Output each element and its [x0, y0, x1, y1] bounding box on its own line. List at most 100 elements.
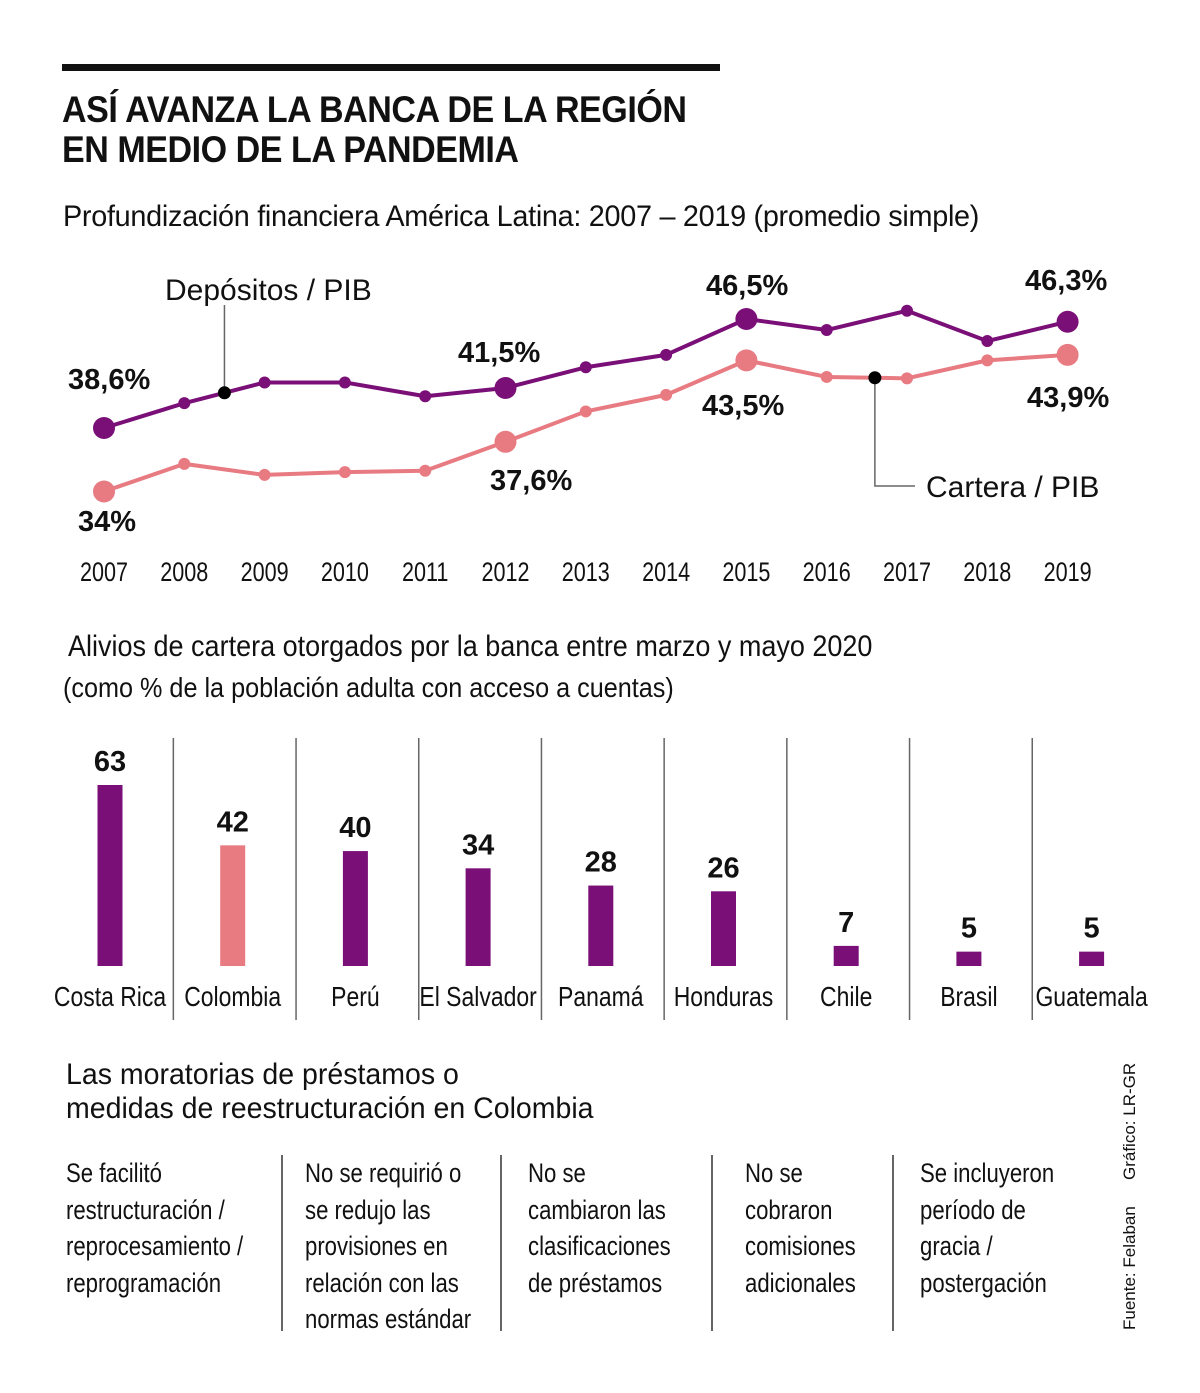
category-label: Colombia: [184, 982, 282, 1013]
data-point: [338, 376, 351, 389]
measure-item: Se incluyeron período de gracia / poster…: [920, 1158, 1055, 1298]
data-point: [93, 480, 115, 503]
column-divider: [500, 1155, 502, 1331]
bar-honduras: [711, 891, 736, 966]
bar-value-label: 40: [339, 812, 371, 844]
bar-value-label: 34: [462, 829, 494, 861]
line-chart-title: Profundización financiera América Latina…: [63, 200, 980, 233]
category-label: Costa Rica: [54, 982, 167, 1013]
measures-title-line1: Las moratorias de préstamos o: [66, 1058, 459, 1091]
bar-value-label: 7: [838, 907, 854, 939]
data-point: [1056, 310, 1079, 333]
bar-chile: [833, 945, 859, 966]
category-label: Honduras: [674, 982, 774, 1013]
x-tick-label: 2015: [722, 558, 770, 588]
x-tick-label: 2012: [481, 558, 529, 588]
data-point: [981, 335, 994, 348]
bar-value-label: 26: [707, 852, 739, 884]
x-tick-label: 2010: [321, 558, 369, 588]
x-tick-label: 2013: [562, 558, 610, 588]
data-point: [178, 457, 191, 470]
data-label: 37,6%: [490, 465, 572, 497]
page-title-line1: ASÍ AVANZA LA BANCA DE LA REGIÓN: [62, 89, 687, 130]
series-line-cartera: [103, 352, 1068, 494]
data-point: [338, 466, 351, 479]
bar-value-label: 28: [585, 847, 617, 879]
x-tick-label: 2008: [160, 558, 208, 588]
bar-brasil: [956, 951, 982, 966]
data-point: [660, 348, 673, 361]
x-tick-label: 2009: [241, 558, 289, 588]
column-divider: [711, 1155, 713, 1331]
category-label: Brasil: [940, 982, 997, 1013]
x-tick-label: 2017: [883, 558, 931, 588]
bar-perú: [342, 851, 368, 966]
bar-chart-subtitle: (como % de la población adulta con acces…: [63, 672, 674, 703]
data-point: [494, 376, 517, 399]
bar-el-salvador: [465, 868, 491, 966]
source-credit: Fuente: Felaban: [1120, 1206, 1139, 1330]
data-point: [660, 388, 673, 401]
bar-chart-title: Alivios de cartera otorgados por la banc…: [68, 630, 873, 663]
data-point: [901, 372, 913, 385]
data-label: 34%: [78, 506, 136, 538]
measures-title: Las moratorias de préstamos o medidas de…: [66, 1058, 594, 1126]
data-point: [735, 307, 758, 330]
measure-item: Se facilitó restructuración / reprocesam…: [66, 1158, 244, 1298]
data-point: [820, 370, 833, 383]
category-label: Guatemala: [1035, 982, 1148, 1013]
data-point: [93, 417, 115, 439]
data-point: [981, 354, 994, 367]
category-label: El Salvador: [419, 982, 537, 1013]
data-label: 43,5%: [702, 390, 784, 422]
data-point: [735, 349, 758, 372]
column-divider: [892, 1155, 894, 1331]
annotation-dot-depositos: [217, 386, 231, 400]
bar-colombia: [220, 845, 246, 966]
data-point: [579, 405, 592, 418]
data-point: [419, 390, 432, 403]
data-label: 41,5%: [458, 337, 540, 369]
x-tick-label: 2007: [80, 558, 128, 588]
category-label: Chile: [820, 982, 872, 1013]
bar-chart: 63 Costa Rica 42 Colombia 40 Perú 34 El Salvado…: [54, 738, 1148, 1020]
category-label: Perú: [331, 982, 379, 1013]
x-tick-label: 2014: [642, 558, 690, 588]
data-point: [178, 397, 191, 410]
x-tick-label: 2016: [803, 558, 851, 588]
data-point: [820, 324, 833, 337]
measures-list: Se facilitó restructuración / reprocesam…: [0, 1155, 1200, 1335]
data-point: [258, 376, 271, 389]
bar-costa-rica: [97, 785, 123, 966]
measure-item: No se requirió o se redujo las provision…: [305, 1158, 472, 1334]
bar-value-label: 63: [94, 746, 126, 778]
page-title-line2: EN MEDIO DE LA PANDEMIA: [62, 129, 519, 170]
x-tick-label: 2018: [963, 558, 1011, 588]
header-rule: [62, 64, 720, 71]
annotation-leader-cartera: [874, 377, 915, 487]
data-label: 38,6%: [68, 364, 150, 396]
bar-value-label: 42: [217, 806, 249, 838]
data-point: [579, 361, 592, 374]
annotation-dot-cartera: [868, 371, 882, 385]
data-point: [258, 468, 271, 481]
graphic-credit: Gráfico: LR-GR: [1120, 1062, 1139, 1180]
data-point: [901, 304, 913, 317]
data-point: [1056, 343, 1079, 366]
bar-panamá: [588, 885, 614, 966]
annotation-depositos-label: Depósitos / PIB: [165, 274, 372, 307]
bar-value-label: 5: [961, 913, 977, 945]
bar-value-label: 5: [1084, 913, 1100, 945]
data-label: 46,3%: [1025, 265, 1107, 297]
data-label: 46,5%: [706, 270, 788, 302]
page-title: ASÍ AVANZA LA BANCA DE LA REGIÓN EN MEDI…: [62, 89, 687, 170]
data-point: [419, 464, 432, 477]
data-label: 43,9%: [1027, 382, 1109, 414]
x-tick-label: 2011: [402, 558, 448, 588]
column-divider: [281, 1155, 283, 1331]
bar-guatemala: [1079, 951, 1105, 966]
measures-title-line2: medidas de reestructuración en Colombia: [66, 1092, 594, 1125]
line-chart: Depósitos / PIB Cartera / PIB 38,6% 41,5% 46…: [68, 265, 1109, 588]
x-tick-label: 2019: [1044, 558, 1092, 588]
annotation-cartera-label: Cartera / PIB: [926, 471, 1099, 504]
